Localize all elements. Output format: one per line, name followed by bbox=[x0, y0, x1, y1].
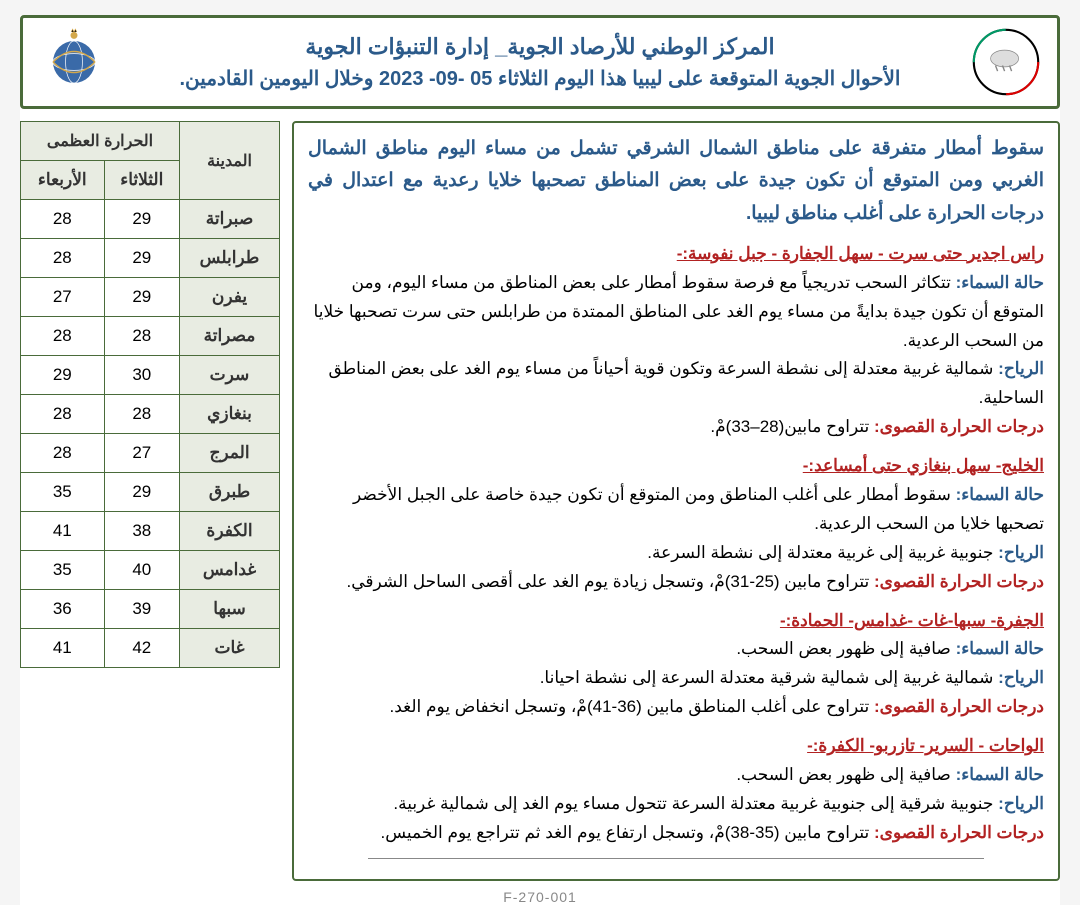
wind-line: الرياح: جنوبية غربية إلى غربية معتدلة إل… bbox=[308, 539, 1044, 568]
city-cell: طبرق bbox=[180, 473, 280, 512]
temp-cell-d2: 29 bbox=[21, 356, 105, 395]
temp-cell-d2: 28 bbox=[21, 395, 105, 434]
table-row: مصراتة2828 bbox=[21, 317, 280, 356]
region-block: الخليج- سهل بنغازي حتى أمساعد:-حالة السم… bbox=[308, 452, 1044, 596]
city-cell: المرج bbox=[180, 434, 280, 473]
sky-line: حالة السماء: سقوط أمطار على أغلب المناطق… bbox=[308, 481, 1044, 539]
temp-cell-d2: 35 bbox=[21, 551, 105, 590]
temp-cell-d1: 27 bbox=[104, 434, 179, 473]
temp-cell-d2: 28 bbox=[21, 434, 105, 473]
table-row: طرابلس2928 bbox=[21, 239, 280, 278]
forecast-summary: سقوط أمطار متفرقة على مناطق الشمال الشرق… bbox=[308, 133, 1044, 230]
table-row: سرت3029 bbox=[21, 356, 280, 395]
region-title: الجفرة- سبها-غات -غدامس- الحمادة:- bbox=[308, 607, 1044, 636]
table-row: غات4241 bbox=[21, 629, 280, 668]
temp-cell-d1: 29 bbox=[104, 200, 179, 239]
divider bbox=[368, 858, 984, 859]
temp-cell-d1: 39 bbox=[104, 590, 179, 629]
wind-line: الرياح: شمالية غربية معتدلة إلى نشطة الس… bbox=[308, 355, 1044, 413]
temperature-table: المدينة الحرارة العظمى الثلاثاء الأربعاء… bbox=[20, 121, 280, 668]
city-cell: بنغازي bbox=[180, 395, 280, 434]
table-row: الكفرة3841 bbox=[21, 512, 280, 551]
city-cell: غدامس bbox=[180, 551, 280, 590]
city-cell: يفرن bbox=[180, 278, 280, 317]
table-row: يفرن2927 bbox=[21, 278, 280, 317]
table-row: سبها3936 bbox=[21, 590, 280, 629]
temp-line: درجات الحرارة القصوى: تتراوح على أغلب ال… bbox=[308, 693, 1044, 722]
region-title: راس اجدير حتى سرت - سهل الجفارة - جبل نف… bbox=[308, 240, 1044, 269]
city-cell: صبراتة bbox=[180, 200, 280, 239]
temp-line: درجات الحرارة القصوى: تتراوح مابين (25-3… bbox=[308, 568, 1044, 597]
temp-cell-d2: 28 bbox=[21, 200, 105, 239]
region-title: الخليج- سهل بنغازي حتى أمساعد:- bbox=[308, 452, 1044, 481]
day1-header: الثلاثاء bbox=[104, 161, 179, 200]
temp-cell-d1: 29 bbox=[104, 239, 179, 278]
libya-weather-logo bbox=[970, 26, 1042, 98]
region-block: الواحات - السرير- تازربو- الكفرة:-حالة ا… bbox=[308, 732, 1044, 848]
city-cell: سبها bbox=[180, 590, 280, 629]
table-row: غدامس4035 bbox=[21, 551, 280, 590]
temp-cell-d1: 29 bbox=[104, 473, 179, 512]
max-temp-header: الحرارة العظمى bbox=[21, 122, 180, 161]
city-cell: الكفرة bbox=[180, 512, 280, 551]
city-header: المدينة bbox=[180, 122, 280, 200]
wmo-logo bbox=[38, 26, 110, 98]
city-cell: سرت bbox=[180, 356, 280, 395]
temp-cell-d1: 28 bbox=[104, 317, 179, 356]
temp-cell-d1: 38 bbox=[104, 512, 179, 551]
header-subtitle: الأحوال الجوية المتوقعة على ليبيا هذا ال… bbox=[125, 66, 955, 91]
temp-cell-d2: 28 bbox=[21, 239, 105, 278]
header-title: المركز الوطني للأرصاد الجوية_ إدارة التن… bbox=[125, 34, 955, 60]
temp-cell-d2: 27 bbox=[21, 278, 105, 317]
city-cell: غات bbox=[180, 629, 280, 668]
day2-header: الأربعاء bbox=[21, 161, 105, 200]
city-cell: مصراتة bbox=[180, 317, 280, 356]
temp-cell-d1: 42 bbox=[104, 629, 179, 668]
temp-cell-d2: 35 bbox=[21, 473, 105, 512]
temp-cell-d1: 29 bbox=[104, 278, 179, 317]
wind-line: الرياح: شمالية غربية إلى شمالية شرقية مع… bbox=[308, 664, 1044, 693]
temp-cell-d1: 40 bbox=[104, 551, 179, 590]
header-bar: المركز الوطني للأرصاد الجوية_ إدارة التن… bbox=[20, 15, 1060, 109]
table-row: المرج2728 bbox=[21, 434, 280, 473]
forecast-panel: سقوط أمطار متفرقة على مناطق الشمال الشرق… bbox=[292, 121, 1060, 881]
city-cell: طرابلس bbox=[180, 239, 280, 278]
sky-line: حالة السماء: صافية إلى ظهور بعض السحب. bbox=[308, 635, 1044, 664]
region-title: الواحات - السرير- تازربو- الكفرة:- bbox=[308, 732, 1044, 761]
wind-line: الرياح: جنوبية شرقية إلى جنوبية غربية مع… bbox=[308, 790, 1044, 819]
table-row: صبراتة2928 bbox=[21, 200, 280, 239]
temp-cell-d1: 30 bbox=[104, 356, 179, 395]
region-block: الجفرة- سبها-غات -غدامس- الحمادة:-حالة ا… bbox=[308, 607, 1044, 723]
temp-line: درجات الحرارة القصوى: تتراوح مابين (35-3… bbox=[308, 819, 1044, 848]
sky-line: حالة السماء: تتكاثر السحب تدريجياً مع فر… bbox=[308, 269, 1044, 356]
table-row: طبرق2935 bbox=[21, 473, 280, 512]
temp-cell-d2: 28 bbox=[21, 317, 105, 356]
region-block: راس اجدير حتى سرت - سهل الجفارة - جبل نف… bbox=[308, 240, 1044, 442]
temp-cell-d2: 36 bbox=[21, 590, 105, 629]
temp-cell-d1: 28 bbox=[104, 395, 179, 434]
footer-code: F-270-001 bbox=[20, 889, 1060, 905]
temp-cell-d2: 41 bbox=[21, 512, 105, 551]
table-row: بنغازي2828 bbox=[21, 395, 280, 434]
temp-line: درجات الحرارة القصوى: تتراوح مابين(28–33… bbox=[308, 413, 1044, 442]
temp-cell-d2: 41 bbox=[21, 629, 105, 668]
sky-line: حالة السماء: صافية إلى ظهور بعض السحب. bbox=[308, 761, 1044, 790]
